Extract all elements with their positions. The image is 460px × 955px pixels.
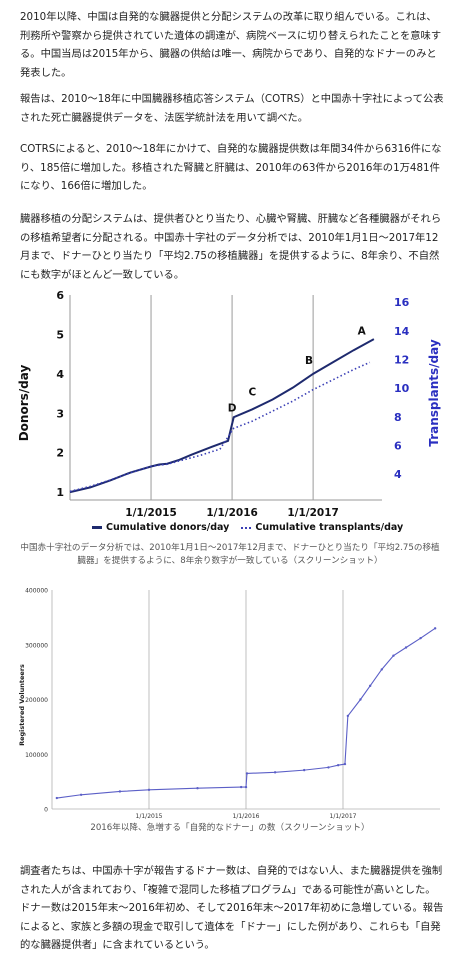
chart1-y-tick-label: 5 <box>56 328 64 341</box>
chart1-caption: 中国赤十字社のデータ分析では、2010年1月1日〜2017年12月まで、ドナーひ… <box>20 543 440 566</box>
chart2-y-tick-label: 400000 <box>25 588 48 595</box>
chart2-x-tick-label: 1/1/2015 <box>136 813 163 820</box>
chart1-series <box>69 338 375 494</box>
chart1-right-ticks: 4 6 8 10 12 14 16 <box>394 296 410 481</box>
chart2-data-point <box>404 646 408 649</box>
chart2-y-tick-label: 0 <box>44 807 48 814</box>
chart2-x-tick-label: 1/1/2017 <box>330 813 357 820</box>
chart1-gridlines <box>150 295 314 500</box>
chart1-left-ticks: 1 2 3 4 5 6 <box>56 289 64 499</box>
legend-donors-label: Cumulative donors/day <box>106 522 230 533</box>
chart2-caption: 2016年以降、急増する「自発的なドナー」の数（スクリーンショット） <box>90 823 370 833</box>
legend-transplants-swatch <box>241 526 252 529</box>
chart2-data-point <box>245 772 249 775</box>
chart2-y-tick-label: 300000 <box>25 642 48 649</box>
chart2-data-point <box>79 793 83 796</box>
chart2-data-point <box>359 698 362 701</box>
chart1-annotation-a: A <box>358 325 367 337</box>
chart2-data-point <box>392 654 395 657</box>
chart1-y-tick-label: 4 <box>56 368 64 381</box>
chart1-legend: Cumulative donors/day Cumulative transpla… <box>92 522 403 533</box>
chart1-right-tick-label: 8 <box>394 411 402 424</box>
chart1-x-tick-label: 1/1/2017 <box>287 507 339 519</box>
chart2-data-point <box>346 714 350 718</box>
chart1-right-tick-label: 6 <box>394 440 402 453</box>
chart1-x-ticks: 1/1/2015 1/1/2016 1/1/2017 <box>125 507 339 519</box>
chart1-annotation-c: C <box>248 387 256 399</box>
chart2-x-tick-label: 1/1/2016 <box>233 813 260 820</box>
chart1-annotation-b: B <box>305 355 313 367</box>
chart2-y-ticks: 0 100000 200000 300000 400000 <box>25 588 48 814</box>
chart2-x-ticks: 1/1/2015 1/1/2016 1/1/2017 <box>136 813 357 820</box>
chart2-data-point <box>380 668 383 671</box>
chart2-data-point <box>343 762 347 766</box>
chart2-data-point <box>244 785 248 789</box>
chart2-y-axis-label: Registered Volunteers <box>18 664 26 746</box>
paragraph-investigators: 調査者たちは、中国赤十字が報告するドナー数は、自発的ではない人、また臓器提供を強… <box>20 865 444 951</box>
chart1-y-tick-label: 6 <box>56 289 64 302</box>
chart2-data-point <box>327 766 330 769</box>
paragraph-report: 報告は、2010〜18年に中国臓器移植応答システム（COTRS）と中国赤十字社に… <box>20 93 444 124</box>
chart1-annotations: A B CD <box>228 325 367 414</box>
chart1-right-tick-label: 12 <box>394 354 409 367</box>
chart2-data-point <box>368 684 372 688</box>
chart2-data-point <box>55 796 59 800</box>
chart1-y-tick-label: 1 <box>56 486 64 499</box>
chart1-transplants-line <box>69 361 371 493</box>
chart1-right-tick-label: 14 <box>394 325 410 338</box>
paragraph-cotrs: COTRSによると、2010〜18年にかけて、自発的な臓器提供数は年間34件から… <box>20 143 442 192</box>
paragraph-reform: 2010年以降、中国は自発的な臓器提供と分配システムの改革に取り組んでいる。これ… <box>20 11 442 79</box>
legend-transplants-label: Cumulative transplants/day <box>255 522 404 533</box>
legend-donors-swatch <box>92 526 102 529</box>
chart1-x-tick-label: 1/1/2015 <box>125 507 177 519</box>
chart1-right-tick-label: 4 <box>394 468 402 481</box>
chart2-y-tick-label: 200000 <box>25 697 48 704</box>
chart2-data-point <box>303 768 306 772</box>
chart1-axes <box>69 295 382 501</box>
chart1-right-tick-label: 16 <box>394 296 410 309</box>
chart2-data-point <box>419 636 422 640</box>
chart1-y-axis-label: Donors/day <box>17 365 31 442</box>
chart2-data-point <box>336 764 340 767</box>
chart1-x-tick-label: 1/1/2016 <box>206 507 258 519</box>
chart2-data-point <box>118 790 122 793</box>
chart2-axes <box>51 590 440 810</box>
chart2-gridlines <box>148 590 344 809</box>
chart2-data-point <box>239 785 243 789</box>
chart1-y-tick-label: 2 <box>56 447 64 460</box>
chart2-y-tick-label: 100000 <box>25 752 48 759</box>
chart2-series <box>55 627 437 800</box>
chart1-right-axis-label: Transplants/day <box>427 339 441 446</box>
paragraph-allocation: 臓器移植の分配システムは、提供者ひとり当たり、心臓や腎臓、肝臓など各種臓器がそれ… <box>20 213 442 281</box>
chart1-annotation-d: D <box>228 402 237 414</box>
chart1-right-tick-label: 10 <box>394 382 410 395</box>
chart2-data-point <box>433 627 437 630</box>
chart1-y-tick-label: 3 <box>56 407 64 420</box>
chart2-data-point <box>273 771 277 774</box>
chart2-data-point <box>147 788 151 792</box>
chart1-donors-line <box>69 338 375 494</box>
chart2-data-point <box>196 786 199 790</box>
